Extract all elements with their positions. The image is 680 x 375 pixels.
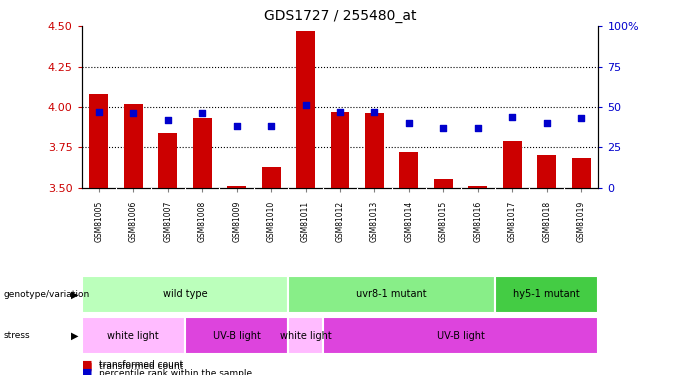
Bar — [288, 317, 323, 354]
Bar — [82, 276, 288, 313]
Text: UV-B light: UV-B light — [437, 331, 485, 340]
Text: UV-B light: UV-B light — [213, 331, 260, 340]
Text: stress: stress — [3, 331, 30, 340]
Text: uvr8-1 mutant: uvr8-1 mutant — [356, 290, 427, 299]
Bar — [158, 133, 177, 188]
Text: genotype/variation: genotype/variation — [3, 290, 90, 299]
Bar — [82, 317, 185, 354]
Point — [541, 120, 552, 126]
Point — [438, 125, 449, 131]
Text: percentile rank within the sample: percentile rank within the sample — [99, 369, 252, 375]
Point — [335, 109, 345, 115]
Text: GSM81015: GSM81015 — [439, 200, 448, 242]
Bar — [365, 113, 384, 188]
Text: GSM81008: GSM81008 — [198, 200, 207, 242]
Bar — [434, 180, 453, 188]
Bar — [503, 141, 522, 188]
Text: hy5-1 mutant: hy5-1 mutant — [513, 290, 580, 299]
Point — [266, 123, 277, 129]
Bar — [572, 159, 591, 188]
Text: GDS1727 / 255480_at: GDS1727 / 255480_at — [264, 9, 416, 23]
Text: white light: white light — [279, 331, 331, 340]
Point — [507, 114, 517, 120]
Point — [473, 125, 483, 131]
Text: GSM81009: GSM81009 — [232, 200, 241, 242]
Text: GSM81007: GSM81007 — [163, 200, 172, 242]
Text: ▶: ▶ — [71, 290, 78, 299]
Point — [403, 120, 414, 126]
Bar — [288, 276, 495, 313]
Text: white light: white light — [107, 331, 159, 340]
Text: ■: ■ — [82, 362, 92, 372]
Bar — [323, 317, 598, 354]
Point — [197, 110, 207, 116]
Bar — [469, 186, 488, 188]
Point — [576, 115, 587, 121]
Text: GSM81006: GSM81006 — [129, 200, 138, 242]
Bar — [89, 94, 108, 188]
Text: wild type: wild type — [163, 290, 207, 299]
Bar — [296, 31, 315, 188]
Text: GSM81012: GSM81012 — [335, 200, 345, 242]
Bar — [227, 186, 246, 188]
Text: GSM81010: GSM81010 — [267, 200, 275, 242]
Text: GSM81005: GSM81005 — [95, 200, 103, 242]
Bar — [495, 276, 598, 313]
Text: GSM81011: GSM81011 — [301, 200, 310, 242]
Point — [231, 123, 242, 129]
Text: transformed count: transformed count — [99, 362, 183, 371]
Text: GSM81017: GSM81017 — [508, 200, 517, 242]
Text: GSM81018: GSM81018 — [542, 200, 551, 242]
Point — [369, 109, 380, 115]
Text: ■: ■ — [82, 368, 92, 375]
Text: ■: ■ — [82, 359, 92, 369]
Point — [163, 117, 173, 123]
Text: GSM81019: GSM81019 — [577, 200, 585, 242]
Point — [300, 102, 311, 108]
Point — [128, 110, 139, 116]
Bar — [330, 112, 350, 188]
Text: GSM81013: GSM81013 — [370, 200, 379, 242]
Text: GSM81014: GSM81014 — [405, 200, 413, 242]
Point — [93, 109, 104, 115]
Text: GSM81016: GSM81016 — [473, 200, 482, 242]
Text: transformed count: transformed count — [99, 360, 183, 369]
Bar — [262, 166, 281, 188]
Bar — [399, 152, 418, 188]
Text: ▶: ▶ — [71, 331, 78, 340]
Bar — [537, 155, 556, 188]
Bar — [124, 104, 143, 188]
Bar — [192, 118, 211, 188]
Bar — [185, 317, 288, 354]
